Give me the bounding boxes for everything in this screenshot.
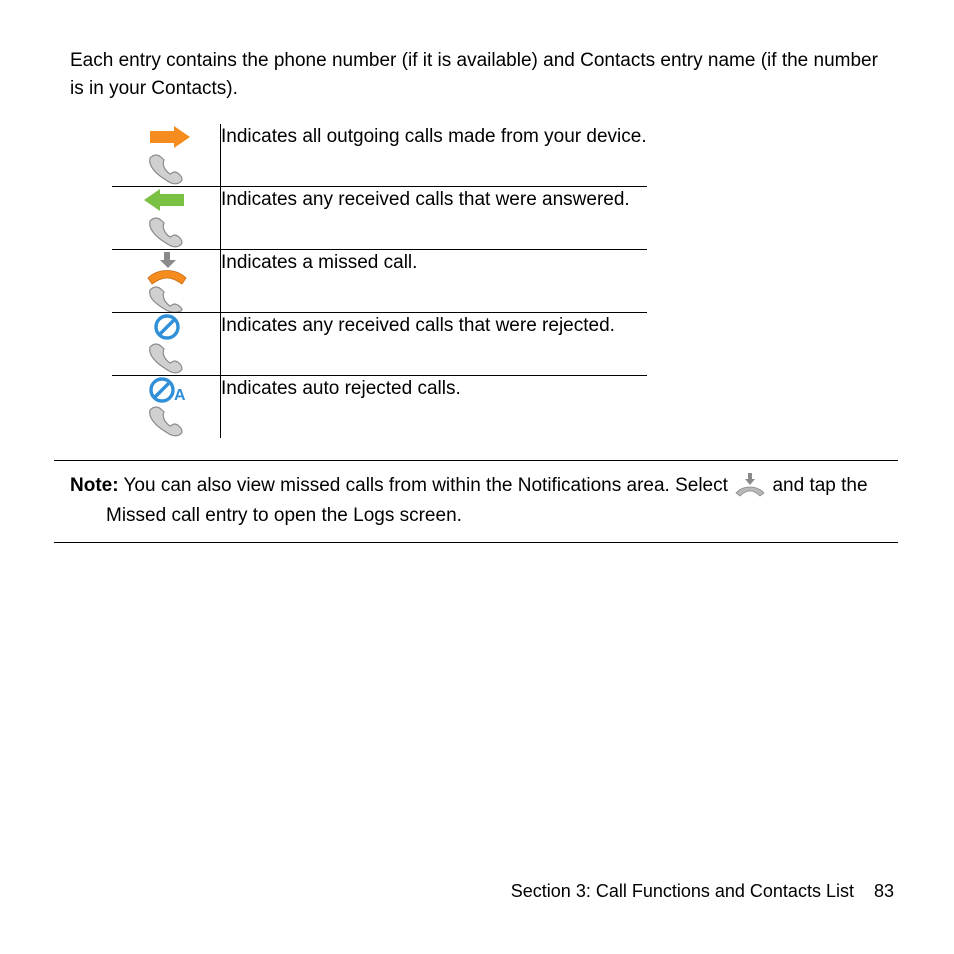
missed-call-icon [136, 250, 196, 312]
table-row: A Indicates auto rejected calls. [112, 376, 647, 439]
call-icon-legend-table: Indicates all outgoing calls made from y… [112, 124, 647, 438]
table-row: Indicates any received calls that were r… [112, 313, 647, 376]
note-text-before: You can also view missed calls from with… [119, 475, 734, 496]
missed-call-inline-icon [733, 473, 767, 497]
table-row: Indicates all outgoing calls made from y… [112, 124, 647, 187]
legend-description: Indicates auto rejected calls. [221, 376, 647, 439]
rejected-call-icon [136, 313, 196, 375]
note-label: Note: [70, 475, 119, 496]
note-block: Note: You can also view missed calls fro… [54, 460, 898, 543]
legend-description: Indicates all outgoing calls made from y… [221, 124, 647, 187]
table-row: Indicates any received calls that were a… [112, 187, 647, 250]
legend-description: Indicates any received calls that were a… [221, 187, 647, 250]
table-row: Indicates a missed call. [112, 250, 647, 313]
legend-description: Indicates any received calls that were r… [221, 313, 647, 376]
legend-description: Indicates a missed call. [221, 250, 647, 313]
outgoing-call-icon [136, 124, 196, 186]
page-footer: Section 3: Call Functions and Contacts L… [511, 881, 894, 902]
section-title: Section 3: Call Functions and Contacts L… [511, 881, 854, 901]
intro-paragraph: Each entry contains the phone number (if… [70, 47, 894, 102]
manual-page: Each entry contains the phone number (if… [0, 0, 954, 954]
svg-text:A: A [174, 387, 186, 404]
auto-rejected-call-icon: A [136, 376, 196, 438]
received-call-icon [136, 187, 196, 249]
page-number: 83 [874, 881, 894, 901]
